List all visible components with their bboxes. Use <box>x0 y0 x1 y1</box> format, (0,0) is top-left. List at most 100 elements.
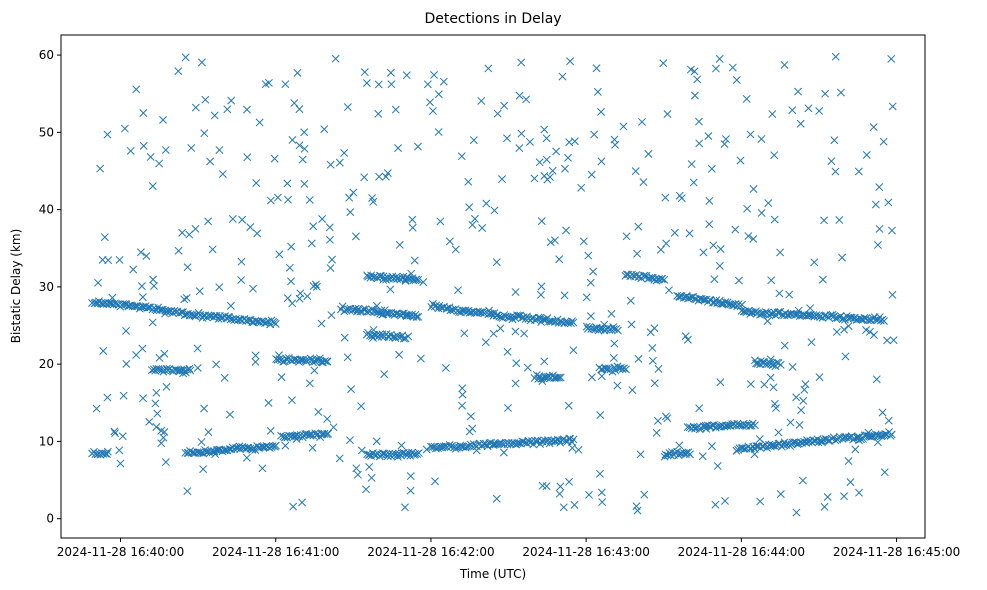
data-point <box>597 157 606 166</box>
data-point <box>136 248 145 257</box>
data-point <box>701 421 710 430</box>
data-point <box>582 293 591 302</box>
data-point <box>122 326 130 335</box>
data-point <box>484 64 493 73</box>
data-point <box>723 421 732 430</box>
data-point <box>720 140 729 148</box>
data-point <box>610 135 619 144</box>
data-point <box>689 178 698 187</box>
data-point <box>742 94 751 103</box>
data-point <box>335 454 344 463</box>
data-point <box>218 170 227 178</box>
data-point <box>767 276 776 285</box>
data-point <box>593 87 602 96</box>
data-point <box>335 158 344 167</box>
data-point <box>402 312 411 321</box>
y-tick-label: 30 <box>39 280 54 294</box>
data-point <box>99 347 108 355</box>
data-point <box>627 320 636 329</box>
data-point <box>100 233 109 242</box>
data-point <box>880 468 889 477</box>
data-point <box>639 178 648 187</box>
data-point <box>654 416 662 425</box>
data-point <box>683 423 692 432</box>
data-point <box>513 311 522 320</box>
data-point <box>769 383 778 392</box>
y-tick-label: 60 <box>39 48 54 62</box>
data-point <box>772 358 781 367</box>
data-point <box>183 365 192 374</box>
data-point <box>776 248 785 257</box>
data-point <box>585 490 593 499</box>
data-point <box>710 275 719 284</box>
data-point <box>503 347 512 356</box>
data-point <box>806 304 815 313</box>
data-point <box>495 439 504 448</box>
data-point <box>151 399 160 408</box>
data-point <box>492 311 501 320</box>
data-point <box>555 373 563 382</box>
data-point <box>707 164 716 173</box>
data-point <box>774 428 783 437</box>
data-point <box>757 208 766 217</box>
data-point <box>404 332 413 341</box>
data-point <box>401 277 410 285</box>
data-point <box>326 160 335 169</box>
data-point <box>296 289 305 298</box>
data-point <box>717 299 726 308</box>
data-point <box>805 311 814 320</box>
data-point <box>300 144 309 153</box>
data-point <box>162 307 171 316</box>
data-point <box>273 193 282 202</box>
data-point <box>148 182 157 191</box>
data-point <box>818 438 826 447</box>
data-point <box>511 327 520 336</box>
data-point <box>561 164 569 173</box>
data-point <box>182 294 191 302</box>
data-point <box>670 228 679 237</box>
data-point <box>831 167 840 176</box>
data-point <box>287 277 295 286</box>
data-point <box>538 481 547 490</box>
data-point <box>324 429 333 438</box>
data-point <box>439 442 448 451</box>
data-point <box>695 404 704 413</box>
data-point <box>321 357 329 365</box>
data-point <box>215 146 224 155</box>
data-point <box>715 54 724 63</box>
data-point <box>780 60 789 69</box>
data-point <box>756 310 764 319</box>
data-point <box>663 110 672 119</box>
data-point <box>815 373 824 382</box>
data-point <box>656 245 665 254</box>
x-tick-label: 2024-11-28 16:43:00 <box>522 545 649 559</box>
data-point <box>490 206 499 215</box>
data-point <box>713 462 722 470</box>
data-point <box>392 273 401 281</box>
data-point <box>139 109 148 117</box>
data-point <box>592 64 601 73</box>
data-point <box>683 335 692 344</box>
data-point <box>760 380 769 389</box>
data-point <box>698 452 707 461</box>
data-point <box>654 364 663 373</box>
data-point <box>349 188 358 197</box>
data-point <box>212 360 221 369</box>
data-point <box>266 196 275 205</box>
data-point <box>328 255 337 264</box>
data-point <box>434 90 443 99</box>
data-point <box>464 177 473 186</box>
data-point <box>253 229 262 238</box>
data-point <box>644 150 653 158</box>
data-point <box>273 355 282 364</box>
data-point <box>178 228 187 237</box>
data-point <box>327 311 336 320</box>
data-point <box>325 223 334 232</box>
data-point <box>799 396 808 405</box>
data-point <box>454 286 462 295</box>
x-tick-label: 2024-11-28 16:44:00 <box>678 545 805 559</box>
data-point <box>699 248 708 257</box>
data-point <box>818 275 827 284</box>
data-point <box>137 282 146 291</box>
data-point <box>297 356 306 364</box>
